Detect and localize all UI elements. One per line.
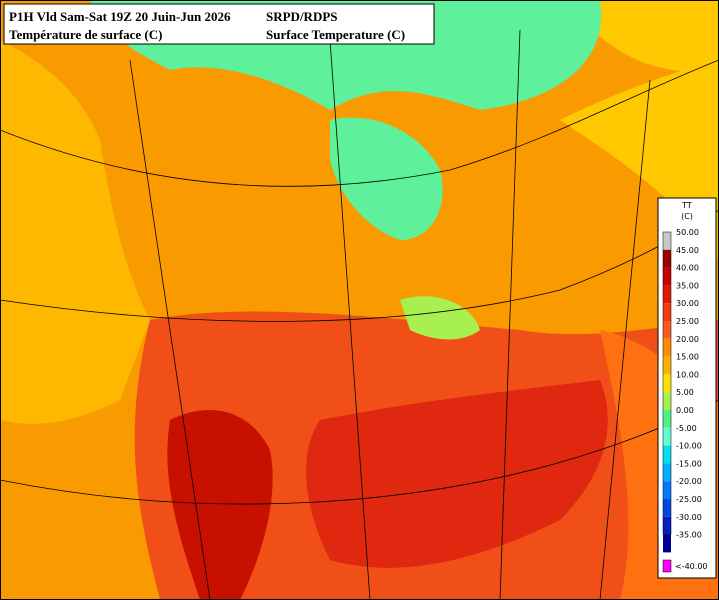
legend-bar-outline bbox=[662, 231, 672, 535]
pacific bbox=[0, 40, 150, 424]
legend: TT (C) 50.00 45.00 40.00 35.00 30.00 25.00 20.… bbox=[657, 197, 717, 579]
us-hot bbox=[306, 380, 608, 568]
header-text: Température de surface (C) bbox=[9, 27, 162, 42]
header-box bbox=[3, 3, 435, 45]
legend-label: 35.00 bbox=[676, 281, 699, 290]
legend-label: 40.00 bbox=[676, 264, 699, 273]
legend-swatch bbox=[663, 249, 671, 268]
legend-swatch bbox=[663, 427, 671, 446]
legend-label: -25.00 bbox=[676, 495, 702, 504]
legend-label: 45.00 bbox=[676, 246, 699, 255]
legend-swatch bbox=[663, 534, 671, 553]
longitude-line bbox=[599, 79, 651, 600]
legend-label: -30.00 bbox=[676, 513, 702, 522]
legend-swatch bbox=[663, 499, 671, 517]
legend-label: -10.00 bbox=[676, 442, 702, 451]
longitude-line bbox=[329, 39, 371, 600]
legend-label: 10.00 bbox=[676, 370, 699, 379]
legend-swatch bbox=[663, 356, 671, 375]
legend-label: 25.00 bbox=[676, 317, 699, 326]
legend-label: -5.00 bbox=[676, 424, 697, 433]
longitude-line bbox=[499, 29, 521, 600]
southwest-hot bbox=[167, 410, 273, 600]
legend-swatch bbox=[663, 232, 671, 250]
legend-swatch bbox=[663, 392, 671, 410]
legend-label: -20.00 bbox=[676, 477, 702, 486]
legend-swatch bbox=[663, 481, 671, 499]
latitude-line bbox=[0, 59, 719, 187]
legend-label: 30.00 bbox=[676, 299, 699, 308]
legend-label: 0.00 bbox=[676, 406, 694, 415]
arctic-warm bbox=[0, 0, 719, 72]
legend-label: -15.00 bbox=[676, 459, 702, 468]
legend-label: 50.00 bbox=[676, 228, 699, 237]
header: P1H Vld Sam-Sat 19Z 20 Juin-Jun 2026 Tem… bbox=[3, 3, 435, 45]
legend-swatch bbox=[663, 285, 671, 304]
header-text: Surface Temperature (C) bbox=[266, 27, 405, 42]
legend-label: 20.00 bbox=[676, 335, 699, 344]
great-lakes bbox=[400, 296, 480, 340]
legend-swatch bbox=[663, 321, 671, 339]
legend-swatch bbox=[663, 338, 671, 357]
legend-title: TT bbox=[681, 201, 692, 210]
header-text: SRPD/RDPS bbox=[266, 9, 338, 24]
legend-swatch bbox=[663, 445, 671, 464]
legend-label: <-40.00 bbox=[675, 562, 708, 571]
legend-label: 5.00 bbox=[676, 388, 694, 397]
legend-swatch bbox=[663, 410, 671, 428]
header-text: P1H Vld Sam-Sat 19Z 20 Juin-Jun 2026 bbox=[9, 9, 231, 24]
legend-swatch bbox=[663, 267, 671, 286]
longitude-line bbox=[129, 59, 211, 600]
legend-label: -35.00 bbox=[676, 531, 702, 540]
legend-swatch bbox=[662, 559, 672, 573]
hudson-bay bbox=[330, 117, 443, 240]
legend-swatch bbox=[663, 374, 671, 393]
legend-swatch bbox=[663, 516, 671, 535]
legend-label: 15.00 bbox=[676, 353, 699, 362]
legend-unit: (C) bbox=[681, 212, 693, 221]
legend-swatch bbox=[663, 303, 671, 321]
legend-swatch bbox=[663, 463, 671, 482]
